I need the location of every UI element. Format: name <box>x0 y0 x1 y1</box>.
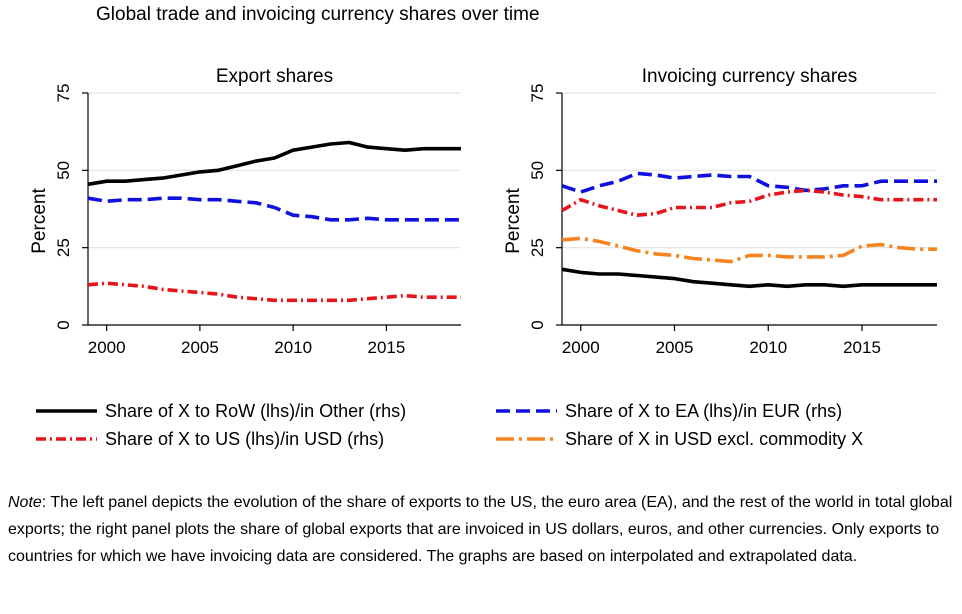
series-line-share-of-x-to-ea-lhs-in-eur-rhs <box>561 171 937 194</box>
y-tick-label-75: 75 <box>54 84 73 103</box>
y-tick-label-25: 25 <box>528 238 547 257</box>
x-tick-label-2005: 2005 <box>181 338 219 357</box>
y-axis-label: Percent <box>29 188 50 254</box>
note-label: Note <box>8 494 42 511</box>
y-tick-label-0: 0 <box>54 320 73 329</box>
x-tick-label-2000: 2000 <box>562 338 600 357</box>
y-tick-label-75: 75 <box>528 84 547 103</box>
legend-label-share-of-x-in-usd-excl-commodity-x: Share of X in USD excl. commodity X <box>565 429 863 449</box>
y-tick-label-0: 0 <box>528 320 547 329</box>
figure-title: Global trade and invoicing currency shar… <box>96 4 540 25</box>
series-line-share-of-x-to-us-lhs-in-usd-rhs <box>561 188 937 217</box>
x-tick-label-2010: 2010 <box>274 338 312 357</box>
panel-title: Export shares <box>216 66 333 87</box>
y-axis-label: Percent <box>503 188 524 254</box>
panel-invoicing-currency-shares: Invoicing currency shares 0 25 50 75 Percent 2… <box>503 66 937 357</box>
legend-label-share-of-x-to-row-lhs-in-other-rhs: Share of X to RoW (lhs)/in Other (rhs) <box>105 401 406 421</box>
series-line-share-of-x-to-ea-lhs-in-eur-rhs <box>87 196 461 222</box>
note-text: : The left panel depicts the evolution o… <box>8 494 953 565</box>
x-tick-label-2015: 2015 <box>843 338 881 357</box>
x-tick-label-2015: 2015 <box>367 338 405 357</box>
series-line-share-of-x-to-row-lhs-in-other-rhs <box>87 140 461 187</box>
panel-title: Invoicing currency shares <box>642 66 857 87</box>
legend: Share of X to RoW (lhs)/in Other (rhs) Sh… <box>36 401 863 449</box>
figure-canvas: Export shares 0 25 50 75 Percent 2000 2005 2010 2… <box>29 66 937 449</box>
x-tick-label-2010: 2010 <box>749 338 787 357</box>
y-tick-label-50: 50 <box>54 161 73 180</box>
y-tick-label-25: 25 <box>54 238 73 257</box>
series-line-share-of-x-in-usd-excl-commodity-x <box>561 236 937 264</box>
y-tick-label-50: 50 <box>528 161 547 180</box>
panel-export-shares: Export shares 0 25 50 75 Percent 2000 2005 2010 2… <box>29 66 461 357</box>
series-line-share-of-x-to-us-lhs-in-usd-rhs <box>87 281 461 303</box>
x-tick-label-2000: 2000 <box>88 338 126 357</box>
figure-note: Note: The left panel depicts the evoluti… <box>8 489 956 570</box>
legend-label-share-of-x-to-us-lhs-in-usd-rhs: Share of X to US (lhs)/in USD (rhs) <box>105 429 384 449</box>
x-tick-label-2005: 2005 <box>656 338 694 357</box>
series-line-share-of-x-to-row-lhs-in-other-rhs <box>561 267 937 289</box>
legend-label-share-of-x-to-ea-lhs-in-eur-rhs: Share of X to EA (lhs)/in EUR (rhs) <box>565 401 842 421</box>
